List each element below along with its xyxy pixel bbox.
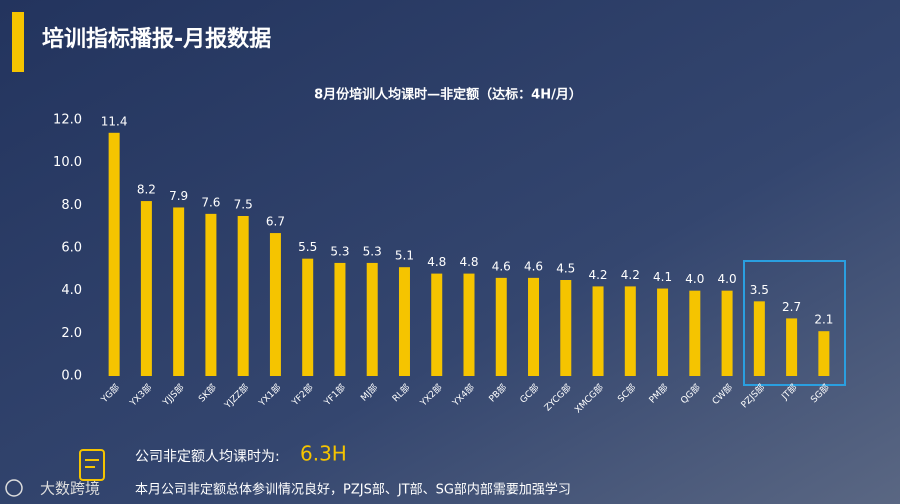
bar [237, 216, 249, 376]
bar [302, 258, 314, 376]
logo-text: 大数跨境 [40, 480, 100, 498]
summary-label: 公司非定额人均课时为: [135, 449, 280, 465]
bar [269, 233, 281, 376]
value-label: 4.0 [685, 272, 704, 286]
y-tick-label: 10.0 [53, 155, 82, 170]
bar [140, 201, 152, 376]
value-label: 7.5 [234, 198, 253, 212]
bar [463, 273, 475, 376]
bar [366, 262, 378, 376]
bar [657, 288, 669, 376]
value-label: 4.5 [556, 262, 575, 276]
bar [624, 286, 636, 376]
bar [818, 331, 830, 376]
y-tick-label: 6.0 [61, 241, 82, 256]
value-label: 4.2 [621, 268, 640, 282]
value-label: 4.2 [588, 268, 607, 282]
value-label: 6.7 [266, 215, 285, 229]
summary-value: 6.3H [300, 442, 347, 466]
value-label: 7.6 [201, 195, 220, 209]
value-label: 8.2 [137, 183, 156, 197]
value-label: 4.6 [492, 259, 511, 273]
header-title: 培训指标播报-月报数据 [42, 26, 271, 52]
value-label: 2.1 [814, 313, 833, 327]
bar [205, 213, 217, 376]
bar [495, 277, 507, 376]
bar [528, 277, 540, 376]
header-accent [12, 12, 24, 72]
y-tick-label: 0.0 [61, 369, 82, 384]
bar [560, 280, 572, 376]
bar [753, 301, 765, 376]
value-label: 4.8 [459, 255, 478, 269]
bar [786, 318, 798, 376]
value-label: 2.7 [782, 300, 801, 314]
bar [689, 290, 701, 376]
value-label: 5.3 [363, 244, 382, 258]
note-icon [79, 449, 105, 481]
value-label: 4.0 [718, 272, 737, 286]
bar [398, 267, 410, 376]
bar [334, 262, 346, 376]
value-label: 4.8 [427, 255, 446, 269]
value-label: 7.9 [169, 189, 188, 203]
value-label: 4.1 [653, 270, 672, 284]
summary-note: 本月公司非定额总体参训情况良好，PZJS部、JT部、SG部内部需要加强学习 [135, 482, 571, 498]
value-label: 5.5 [298, 240, 317, 254]
y-tick-label: 12.0 [53, 113, 82, 128]
y-tick-label: 8.0 [61, 198, 82, 213]
logo-mark [5, 479, 23, 497]
value-label: 11.4 [101, 114, 128, 128]
y-tick-label: 2.0 [61, 326, 82, 341]
bar [592, 286, 604, 376]
highlight-box [743, 260, 846, 386]
bar [431, 273, 443, 376]
chart-title: 8月份培训人均课时—非定额（达标：4H/月） [314, 87, 582, 103]
bar [721, 290, 733, 376]
value-label: 5.3 [330, 244, 349, 258]
y-tick-label: 4.0 [61, 283, 82, 298]
value-label: 3.5 [750, 283, 769, 297]
value-label: 4.6 [524, 259, 543, 273]
bar [173, 207, 185, 376]
bar [108, 132, 120, 376]
value-label: 5.1 [395, 249, 414, 263]
